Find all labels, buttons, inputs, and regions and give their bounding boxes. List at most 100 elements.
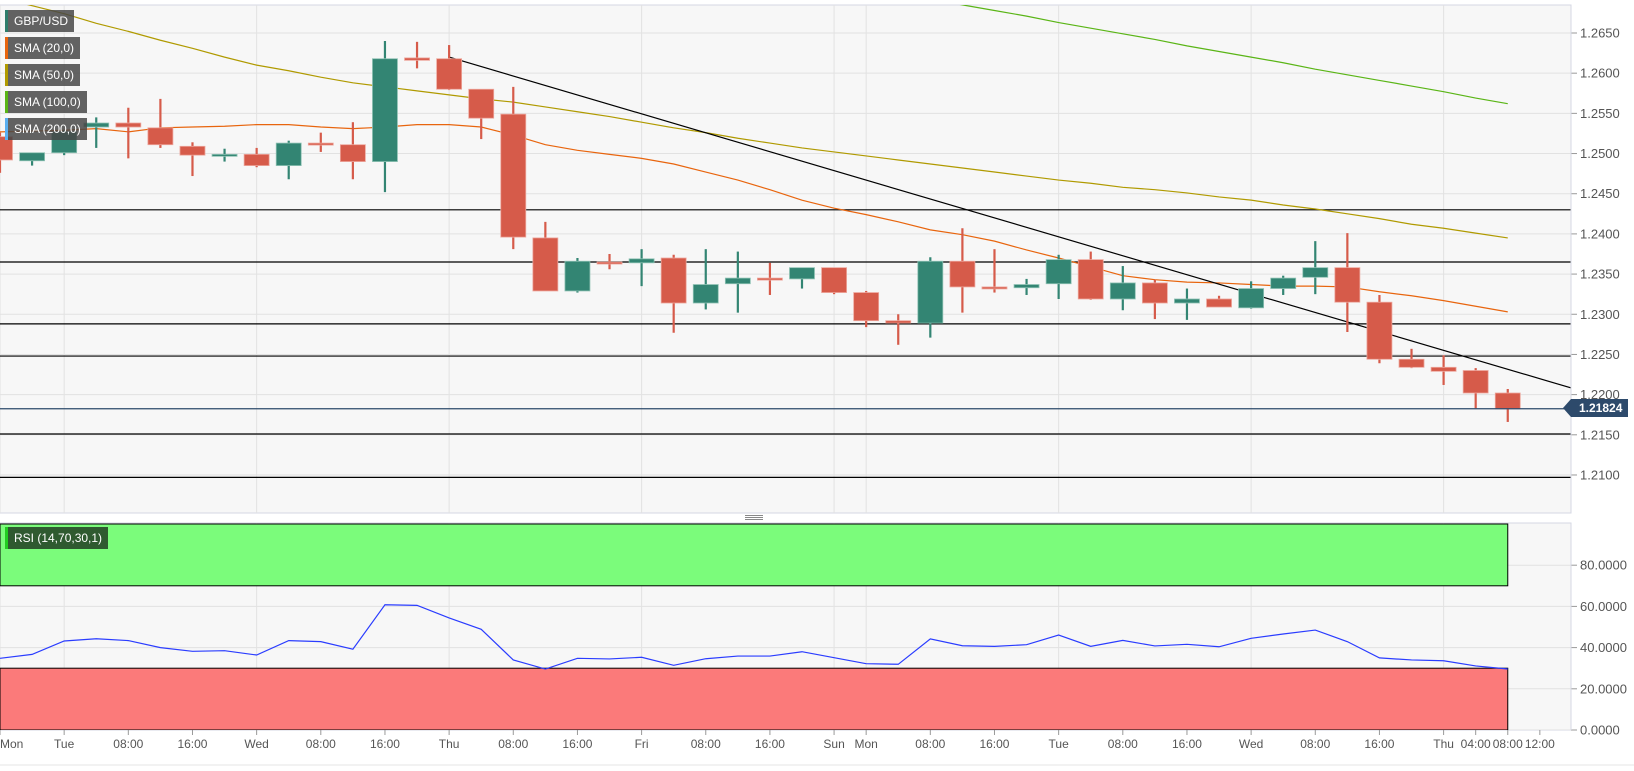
legend-sma-20[interactable]: SMA (20,0) [5,37,81,59]
legend-color [5,118,8,140]
x-tick-label: 16:00 [1364,737,1394,751]
candle-bearish [500,113,527,238]
pane-resize-handle[interactable] [745,515,763,520]
x-tick-label: 16:00 [1172,737,1202,751]
x-tick-label: 16:00 [979,737,1009,751]
y-tick-label: 1.2350 [1580,267,1620,282]
top-strip [0,0,1634,5]
candle-bullish [1013,284,1040,289]
x-tick-label: 16:00 [177,737,207,751]
y-tick-label: 1.2600 [1580,66,1620,81]
rsi-tick-label: 60.0000 [1580,599,1627,614]
candle-bullish [1270,277,1297,289]
x-tick-label: Tue [54,737,75,751]
sma-20-line [0,124,1508,313]
candle-bearish [436,58,463,90]
rsi-tick-label: 80.0000 [1580,558,1627,573]
candle-bearish [949,260,976,288]
candle-bullish [19,152,45,162]
legend-color [5,37,8,59]
sma-100-line [959,5,1508,105]
x-tick-label: 16:00 [562,737,592,751]
candle-bearish [1077,259,1104,300]
x-tick-label: 16:00 [370,737,400,751]
x-tick-label: 16:00 [755,737,785,751]
y-tick-label: 1.2400 [1580,226,1620,241]
y-tick-label: 1.2300 [1580,307,1620,322]
candle-bearish [1494,392,1521,410]
y-tick-label: 1.2250 [1580,347,1620,362]
y-tick-label: 1.2150 [1580,427,1620,442]
x-tick-label: 08:00 [1108,737,1138,751]
price-pane[interactable] [0,4,1572,514]
y-tick-label: 1.2650 [1580,26,1620,41]
legend-sma-200[interactable]: SMA (200,0) [5,118,87,140]
candle-bearish [853,292,880,322]
rsi-line [0,604,1508,670]
candle-bearish [821,267,847,293]
candle-bearish [339,144,366,162]
x-tick-label: Wed [244,737,268,751]
candle-bearish [115,122,142,128]
rsi-overbought-band [0,523,1509,587]
y-tick-label: 1.2100 [1580,467,1620,482]
candle-bullish [789,267,815,280]
candle-bearish [1141,282,1168,304]
x-tick-label: Sun [823,737,844,751]
x-tick-label: 12:00 [1525,737,1555,751]
candle-bullish [1045,259,1072,285]
candle-bullish [83,122,110,128]
candle-bullish [211,153,238,157]
candle-bullish [1174,298,1200,304]
legend-color [5,527,8,549]
candle-bullish [564,260,591,292]
rsi-tick-label: 0.0000 [1580,723,1620,738]
candle-bullish [724,277,751,285]
candle-bearish [1398,358,1425,368]
candle-bearish [243,153,270,166]
y-tick-label: 1.2550 [1580,106,1620,121]
candle-bearish [307,142,334,146]
y-tick-label: 1.2200 [1580,387,1620,402]
candle-bullish [628,258,655,264]
sma-50-line [26,5,1508,239]
candle-bearish [1430,366,1457,372]
x-tick-label: 08:00 [306,737,336,751]
candle-bearish [981,286,1008,290]
x-tick-label: Mon [0,737,23,751]
candle-bearish [468,88,495,119]
x-tick-label: Thu [1433,737,1454,751]
x-tick-label: 08:00 [1300,737,1330,751]
x-tick-label: 08:00 [915,737,945,751]
candle-bearish [179,145,206,156]
candle-bearish [1462,370,1489,394]
candle-bearish [532,237,559,292]
legend-color [5,10,8,32]
legend-rsi[interactable]: RSI (14,70,30,1) [5,527,109,549]
candle-bearish [885,320,912,324]
legend-label: SMA (50,0) [14,68,75,82]
legend-label: SMA (100,0) [14,95,81,109]
candle-bearish [1334,267,1361,303]
x-tick-label: Thu [439,737,460,751]
candle-bearish [757,277,783,281]
rsi-tick-label: 40.0000 [1580,640,1627,655]
x-tick-label: Mon [854,737,877,751]
legend-gbpusd[interactable]: GBP/USD [5,10,75,32]
legend-sma-100[interactable]: SMA (100,0) [5,91,87,113]
x-tick-label: Tue [1049,737,1070,751]
candle-bullish [275,142,302,166]
legend-sma-50[interactable]: SMA (50,0) [5,64,81,86]
legend-label: SMA (200,0) [14,122,81,136]
x-tick-label: 08:00 [498,737,528,751]
x-tick-label: Wed [1239,737,1263,751]
legend-label: GBP/USD [14,14,69,28]
x-tick-label: 04:00 [1461,737,1491,751]
x-tick-label: 08:00 [691,737,721,751]
candle-bearish [1366,301,1393,360]
rsi-oversold-band [0,667,1509,730]
x-tick-label: 08:00 [113,737,143,751]
candle-bullish [1302,267,1329,278]
legend-label: RSI (14,70,30,1) [14,531,103,545]
